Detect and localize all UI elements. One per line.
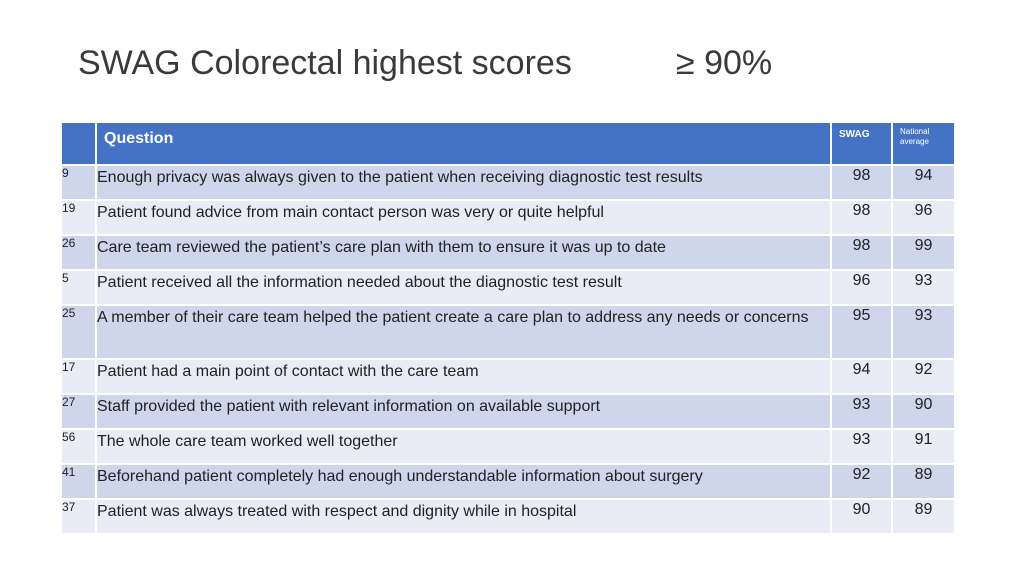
national-score: 94 [891, 164, 956, 201]
question-text: Beforehand patient completely had enough… [95, 463, 832, 500]
question-text: Patient was always treated with respect … [95, 498, 832, 535]
question-number: 27 [60, 393, 97, 430]
table-row: 25 A member of their care team helped th… [60, 304, 956, 360]
swag-score: 96 [830, 269, 893, 306]
table-row: 17 Patient had a main point of contact w… [60, 358, 956, 395]
national-score: 89 [891, 463, 956, 500]
national-score: 91 [891, 428, 956, 465]
question-number: 56 [60, 428, 97, 465]
header-num [60, 121, 97, 166]
threshold-label: ≥ 90% [676, 44, 773, 82]
question-text: Care team reviewed the patient’s care pl… [95, 234, 832, 271]
question-number: 5 [60, 269, 97, 306]
question-number: 17 [60, 358, 97, 395]
scores-table: Question SWAG National average 9 Enough … [60, 121, 956, 535]
header-national-average: National average [891, 121, 956, 166]
swag-score: 90 [830, 498, 893, 535]
table-row: 37 Patient was always treated with respe… [60, 498, 956, 535]
question-number: 19 [60, 199, 97, 236]
question-text: Patient had a main point of contact with… [95, 358, 832, 395]
swag-score: 94 [830, 358, 893, 395]
question-number: 41 [60, 463, 97, 500]
question-text: A member of their care team helped the p… [95, 304, 832, 360]
question-text: The whole care team worked well together [95, 428, 832, 465]
table-row: 56 The whole care team worked well toget… [60, 428, 956, 465]
table-row: 9 Enough privacy was always given to the… [60, 164, 956, 201]
national-score: 89 [891, 498, 956, 535]
table-row: 19 Patient found advice from main contac… [60, 199, 956, 236]
slide-title-row: SWAG Colorectal highest scores ≥ 90% [78, 44, 978, 90]
swag-score: 92 [830, 463, 893, 500]
national-score: 99 [891, 234, 956, 271]
header-swag: SWAG [830, 121, 893, 166]
question-text: Staff provided the patient with relevant… [95, 393, 832, 430]
question-text: Enough privacy was always given to the p… [95, 164, 832, 201]
table-header-row: Question SWAG National average [60, 121, 956, 166]
question-text: Patient found advice from main contact p… [95, 199, 832, 236]
question-text: Patient received all the information nee… [95, 269, 832, 306]
swag-score: 98 [830, 164, 893, 201]
national-score: 93 [891, 304, 956, 360]
swag-score: 98 [830, 234, 893, 271]
swag-score: 98 [830, 199, 893, 236]
national-score: 93 [891, 269, 956, 306]
swag-score: 93 [830, 428, 893, 465]
question-number: 9 [60, 164, 97, 201]
national-score: 92 [891, 358, 956, 395]
national-score: 90 [891, 393, 956, 430]
slide-title: SWAG Colorectal highest scores [78, 44, 572, 82]
table-row: 5 Patient received all the information n… [60, 269, 956, 306]
question-number: 25 [60, 304, 97, 360]
national-score: 96 [891, 199, 956, 236]
question-number: 26 [60, 234, 97, 271]
question-number: 37 [60, 498, 97, 535]
swag-score: 93 [830, 393, 893, 430]
table-row: 41 Beforehand patient completely had eno… [60, 463, 956, 500]
header-question: Question [95, 121, 832, 166]
table-row: 26 Care team reviewed the patient’s care… [60, 234, 956, 271]
table-row: 27 Staff provided the patient with relev… [60, 393, 956, 430]
swag-score: 95 [830, 304, 893, 360]
